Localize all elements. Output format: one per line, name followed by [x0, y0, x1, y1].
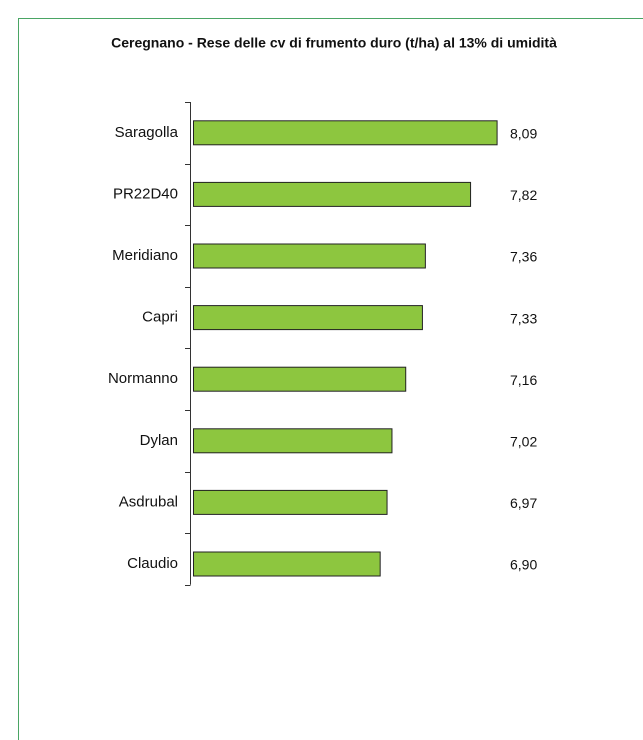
bar: [193, 120, 498, 146]
value-label: 7,16: [510, 372, 537, 388]
frame: [18, 18, 643, 740]
bar: [193, 489, 388, 515]
chart-title: Ceregnano - Rese delle cv di frumento du…: [111, 35, 557, 51]
y-tick-label: Capri: [142, 309, 178, 326]
value-label: 7,36: [510, 249, 537, 265]
value-label: 7,33: [510, 310, 537, 326]
value-label: 7,82: [510, 187, 537, 203]
bar: [193, 551, 381, 577]
bar: [193, 243, 426, 269]
y-tick-label: Saragolla: [115, 124, 179, 141]
y-tick-label: PR22D40: [113, 185, 178, 202]
bar: [193, 181, 472, 207]
value-label: 8,09: [510, 126, 537, 142]
bar: [193, 366, 407, 392]
bar: [193, 305, 423, 331]
bar: [193, 428, 393, 454]
y-tick-label: Claudio: [127, 555, 178, 572]
y-tick-label: Asdrubal: [119, 493, 178, 510]
y-tick-label: Meridiano: [112, 247, 178, 264]
y-tick-label: Normanno: [108, 370, 178, 387]
value-label: 6,97: [510, 495, 537, 511]
value-label: 7,02: [510, 434, 537, 450]
y-tick-label: Dylan: [140, 432, 178, 449]
value-label: 6,90: [510, 557, 537, 573]
